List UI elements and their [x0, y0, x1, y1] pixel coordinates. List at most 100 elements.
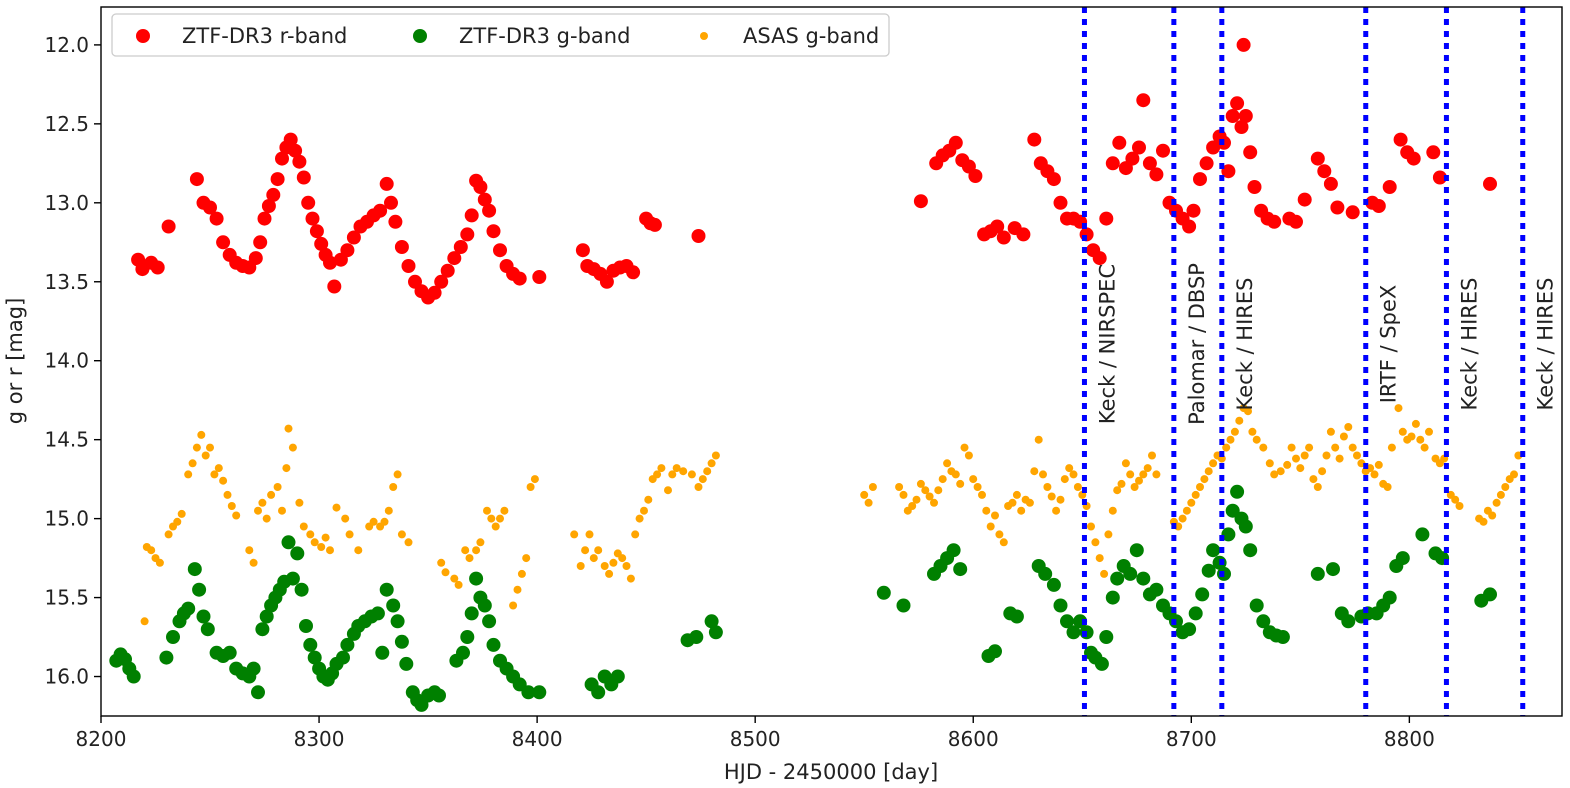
y-tick-label-2: 13.0: [44, 191, 89, 215]
point-s2-46: [380, 517, 389, 526]
point-s0-141: [1345, 205, 1360, 220]
point-s2-52: [437, 558, 446, 567]
point-s2-63: [496, 514, 504, 523]
point-s0-58: [482, 203, 497, 218]
point-s0-139: [1323, 176, 1338, 191]
x-tick-label-2: 8400: [512, 727, 563, 751]
point-s0-107: [1125, 151, 1140, 166]
point-s2-42: [354, 546, 363, 555]
point-s2-96: [694, 483, 703, 491]
point-s0-54: [464, 208, 479, 223]
point-s2-23: [254, 506, 262, 515]
point-s2-54: [450, 574, 459, 583]
point-s2-163: [1152, 470, 1161, 479]
point-s1-5: [159, 650, 174, 665]
observation-label-1: Palomar / DBSP: [1185, 263, 1209, 425]
point-s2-8: [177, 509, 186, 518]
point-s2-7: [173, 517, 182, 526]
point-s1-82: [708, 625, 723, 640]
point-s2-208: [1370, 470, 1379, 479]
point-s0-110: [1142, 156, 1157, 171]
point-s2-134: [1025, 498, 1034, 507]
point-s2-138: [1043, 483, 1052, 491]
point-s0-126: [1234, 120, 1249, 134]
legend-box: [111, 13, 890, 57]
point-s0-88: [990, 219, 1005, 234]
point-s2-201: [1339, 432, 1348, 441]
point-s2-158: [1130, 483, 1139, 491]
point-s2-19: [227, 502, 236, 510]
legend: ZTF-DR3 r-band ZTF-DR3 g-band ASAS g-ban…: [111, 13, 890, 57]
point-s2-67: [517, 569, 526, 578]
point-s2-92: [668, 470, 677, 479]
point-s2-75: [589, 554, 598, 563]
point-s2-28: [278, 506, 286, 515]
point-s2-98: [703, 467, 712, 476]
point-s2-39: [332, 503, 341, 512]
point-s2-197: [1322, 451, 1331, 460]
observation-label-5: Keck / HIRES: [1534, 278, 1558, 411]
point-s2-228: [1479, 517, 1488, 526]
point-s2-211: [1383, 483, 1392, 491]
point-s0-133: [1267, 214, 1282, 229]
point-s1-106: [1105, 590, 1120, 605]
point-s2-189: [1287, 443, 1296, 452]
point-s2-119: [960, 443, 969, 452]
point-s0-111: [1149, 167, 1164, 182]
point-s2-73: [581, 546, 590, 555]
point-s2-2: [147, 546, 156, 555]
point-s0-44: [401, 259, 416, 273]
point-s0-103: [1099, 211, 1114, 226]
point-s2-152: [1104, 530, 1113, 539]
point-s0-92: [1027, 132, 1042, 147]
point-s1-62: [464, 606, 479, 621]
point-s0-143: [1371, 199, 1386, 213]
point-s0-112: [1156, 143, 1170, 158]
point-s2-113: [934, 486, 943, 495]
point-s0-53: [460, 227, 475, 242]
point-s0-124: [1225, 109, 1240, 123]
point-s0-118: [1193, 172, 1207, 187]
point-s2-4: [155, 558, 164, 567]
point-s2-101: [860, 490, 869, 499]
x-axis-ticks: 8200 8300 8400 8500 8600 8700 8800: [76, 716, 1435, 751]
point-s0-150: [1483, 176, 1497, 191]
point-s2-69: [526, 483, 535, 491]
point-s2-226: [1455, 502, 1464, 510]
point-s0-3: [150, 260, 165, 275]
point-s2-102: [864, 498, 873, 507]
point-s0-15: [253, 235, 268, 250]
point-s2-204: [1353, 451, 1361, 460]
point-s0-73: [626, 265, 641, 280]
point-s1-72: [521, 685, 536, 700]
point-s2-27: [273, 483, 282, 491]
point-s2-159: [1135, 476, 1143, 485]
point-s0-64: [532, 270, 547, 284]
point-s0-123: [1221, 164, 1236, 179]
point-s2-50: [397, 530, 406, 539]
point-s1-84: [896, 598, 911, 613]
observation-labels: Keck / NIRSPEC Palomar / DBSP Keck / HIRES…: [1095, 263, 1557, 425]
point-s2-85: [635, 514, 644, 523]
point-s2-162: [1148, 451, 1156, 460]
point-s2-151: [1100, 569, 1109, 578]
point-s1-151: [1483, 587, 1497, 602]
point-s0-119: [1199, 156, 1214, 171]
point-s0-120: [1206, 140, 1221, 155]
point-s2-97: [698, 475, 707, 484]
point-s2-10: [188, 459, 197, 468]
point-s2-77: [600, 562, 609, 570]
point-s1-118: [1182, 622, 1197, 637]
point-s2-130: [1008, 498, 1017, 507]
point-s2-172: [1204, 467, 1213, 476]
x-tick-label-0: 8200: [76, 727, 127, 751]
y-axis-label: g or r [mag]: [3, 298, 27, 425]
point-s1-136: [1310, 566, 1325, 581]
point-s1-46: [370, 606, 385, 621]
point-s2-112: [930, 498, 938, 507]
point-s2-230: [1488, 511, 1497, 520]
point-s0-63: [512, 271, 527, 286]
point-s2-132: [1017, 506, 1026, 515]
point-s2-74: [585, 530, 594, 539]
